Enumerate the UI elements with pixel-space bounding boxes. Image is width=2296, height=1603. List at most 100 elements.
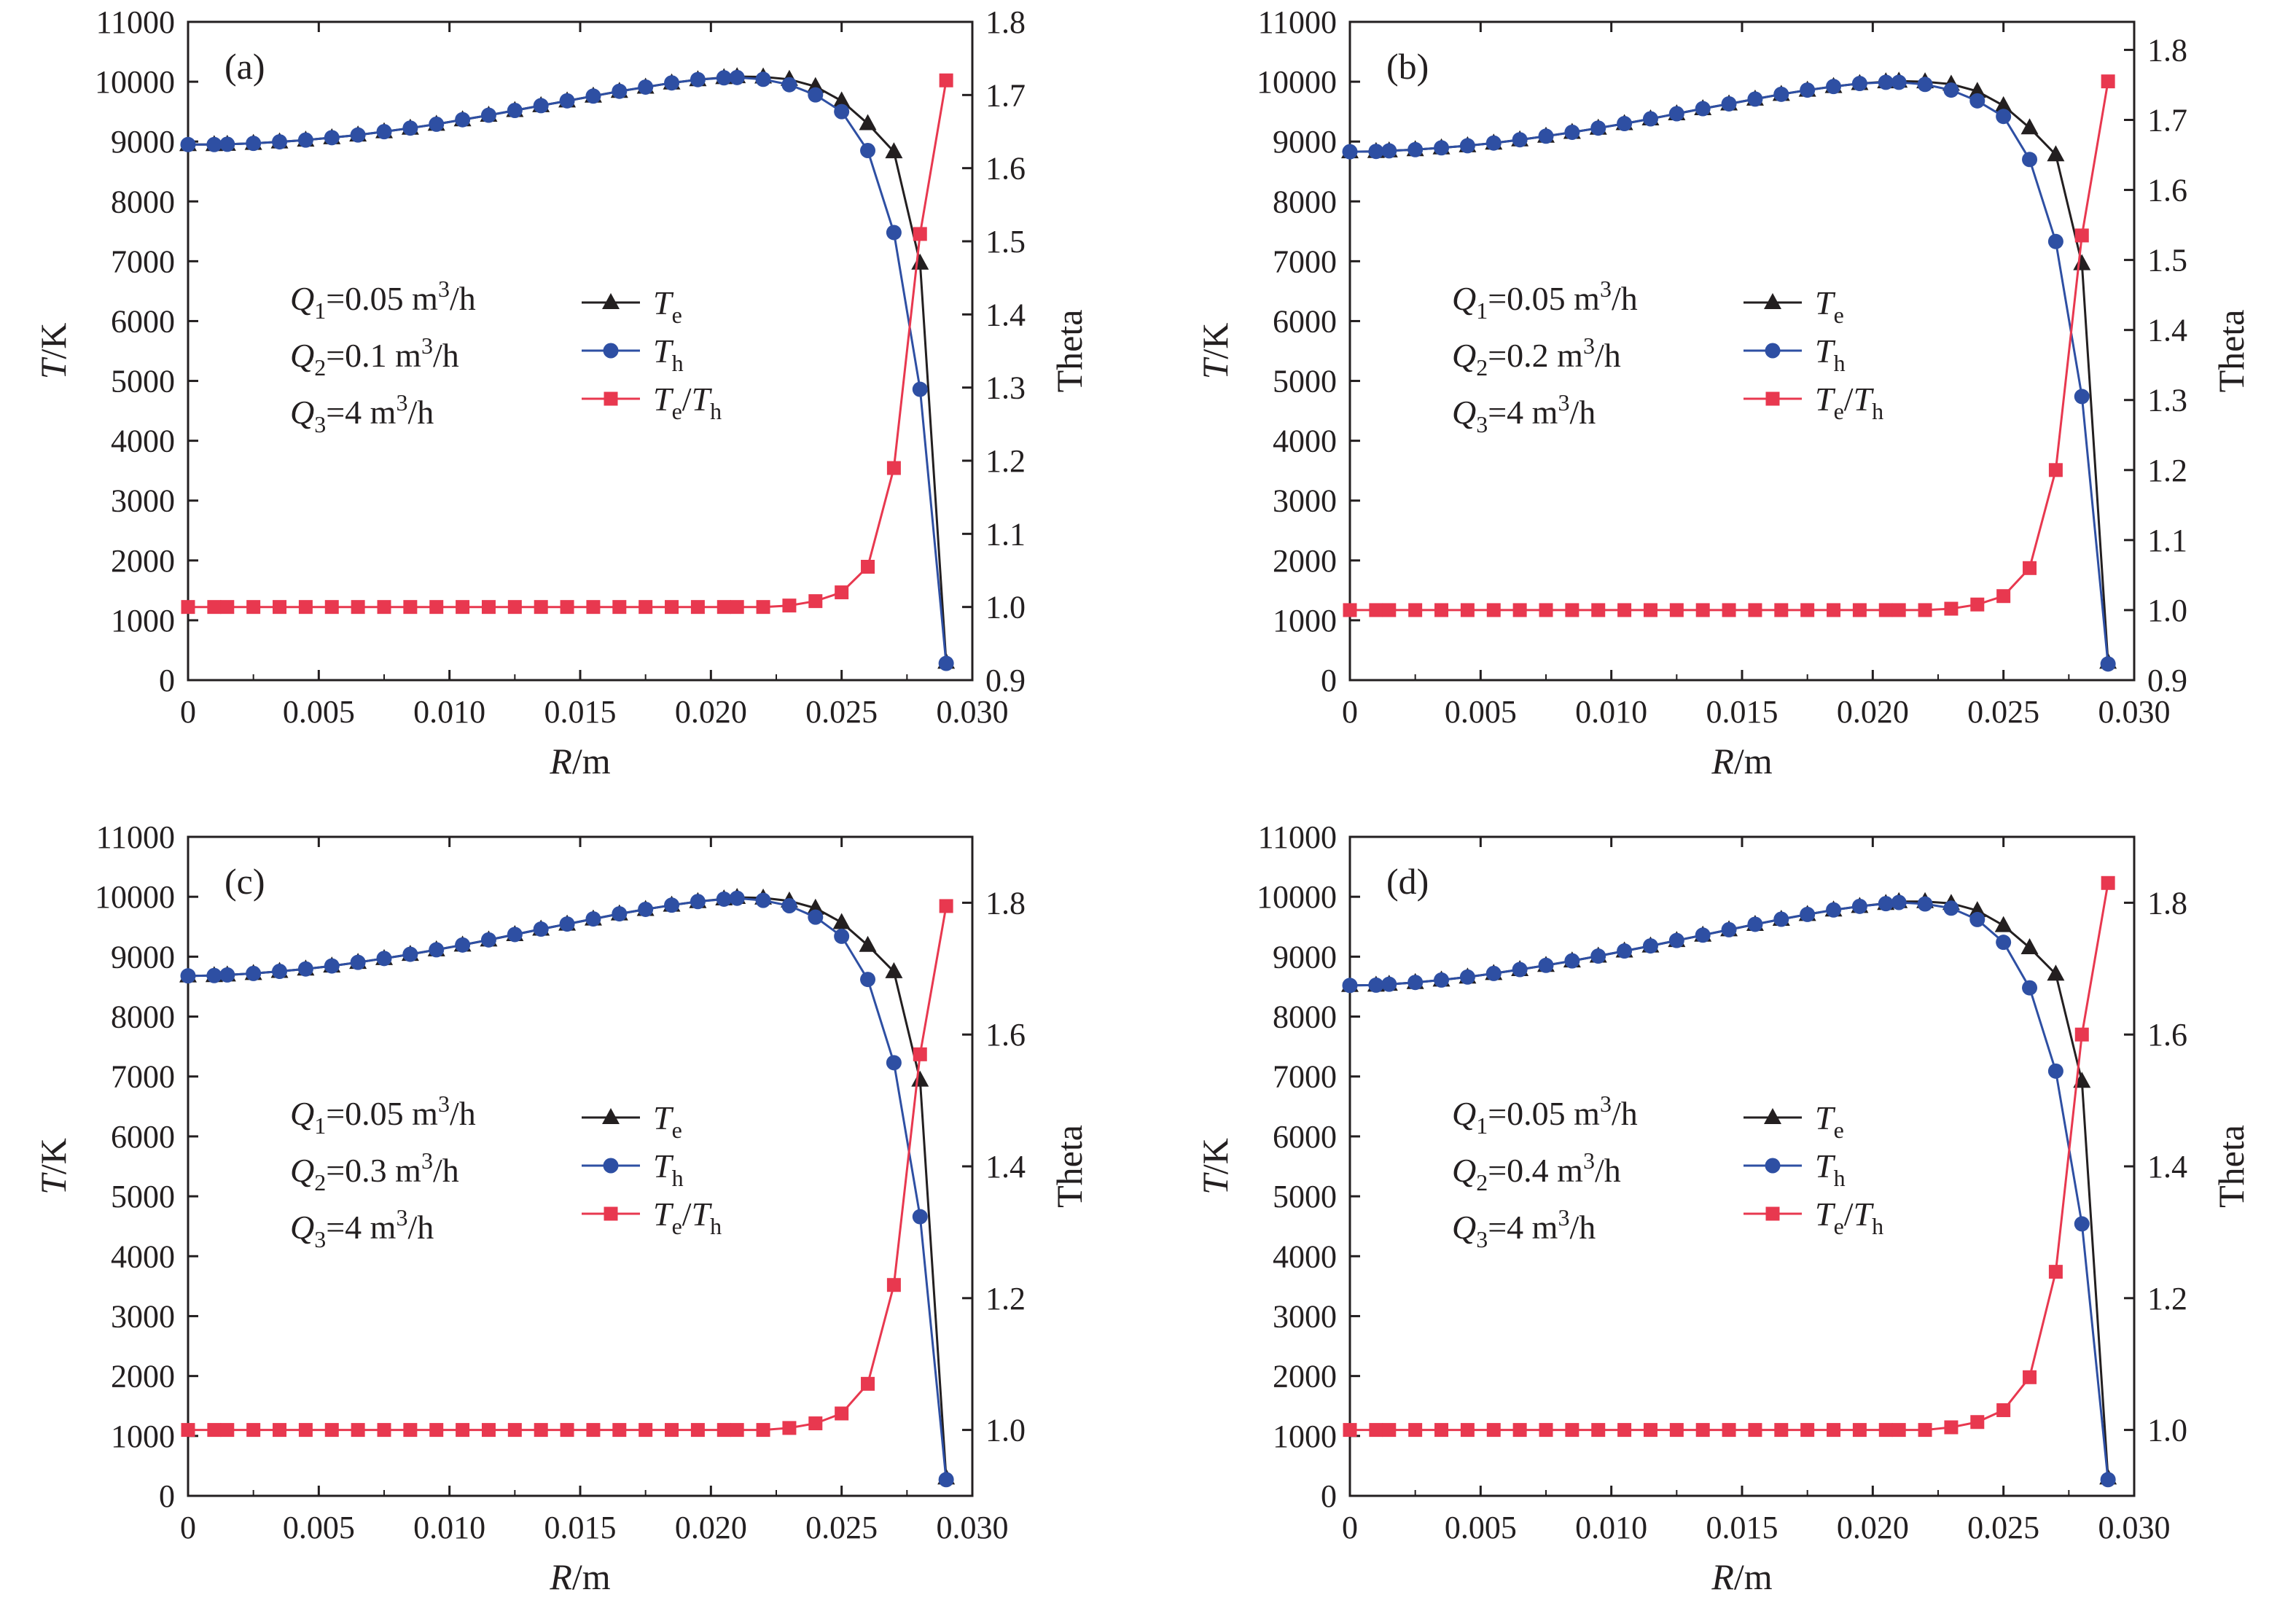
- data-point-th: [808, 87, 824, 103]
- data-point-ratio: [324, 600, 339, 615]
- data-point-te: [602, 1108, 620, 1124]
- legend-var: T: [653, 332, 674, 370]
- data-point-th: [1642, 938, 1658, 954]
- data-point-th: [1512, 132, 1528, 148]
- y2-tick-label: 1.3: [2147, 383, 2187, 418]
- data-point-ratio: [690, 1423, 705, 1438]
- data-point-ratio: [1996, 1403, 2011, 1417]
- x-axis-label: R/m: [549, 741, 610, 781]
- data-point-th: [2047, 233, 2063, 249]
- panel-label: (b): [1386, 46, 1429, 87]
- y-tick-label: 3000: [111, 483, 175, 519]
- condition-text: Q3=4 m3/h: [1452, 389, 1596, 437]
- x-axis-label-unit: /m: [1734, 1556, 1773, 1597]
- data-point-th: [272, 134, 288, 150]
- data-point-te: [832, 913, 851, 929]
- data-point-th: [1434, 972, 1450, 988]
- y-tick-label: 10000: [95, 64, 175, 100]
- y2-tick-label: 1.7: [985, 77, 1026, 113]
- data-point-ratio: [1695, 603, 1710, 617]
- x-tick-label: 0.025: [1967, 1510, 2039, 1545]
- legend-sub: e: [1834, 398, 1844, 424]
- y-tick-label: 5000: [1273, 1179, 1337, 1214]
- data-point-th: [402, 120, 418, 136]
- y-tick-label: 1000: [111, 1419, 175, 1454]
- data-point-th: [272, 963, 288, 979]
- data-point-ratio: [1878, 1423, 1893, 1438]
- legend-var: T: [653, 1196, 674, 1233]
- y2-tick-label: 1.1: [2147, 523, 2187, 558]
- x-tick-label: 0.010: [1575, 1510, 1647, 1545]
- data-point-th: [1800, 906, 1816, 922]
- legend-sub: h: [1834, 350, 1846, 376]
- condition-superscript: 3: [1583, 1147, 1595, 1174]
- data-point-th: [1407, 141, 1424, 157]
- legend-label: Te: [653, 1099, 682, 1143]
- data-point-te: [1764, 1108, 1781, 1124]
- data-point-th: [690, 894, 706, 910]
- data-point-th: [1943, 82, 1959, 98]
- data-point-th: [1996, 109, 2012, 125]
- y2-axis-label: Theta: [2211, 310, 2252, 393]
- data-point-th: [1721, 921, 1737, 937]
- x-axis-label: R/m: [1711, 1556, 1772, 1597]
- legend-var: T: [1815, 381, 1836, 418]
- legend-label: Te/Th: [653, 381, 722, 424]
- y2-tick-label: 1.4: [985, 1149, 1026, 1185]
- legend-sub: h: [1872, 1213, 1883, 1239]
- y-tick-label: 10000: [95, 879, 175, 915]
- data-point-te: [1764, 293, 1781, 309]
- y-tick-label: 8000: [1273, 999, 1337, 1035]
- x-tick-label: 0.015: [544, 694, 617, 730]
- data-point-th: [2100, 656, 2116, 672]
- data-point-th: [808, 909, 824, 925]
- data-point-ratio: [690, 600, 705, 615]
- condition-text: Q2=0.3 m3/h: [290, 1147, 459, 1196]
- data-point-ratio: [207, 600, 222, 615]
- y-tick-label: 6000: [111, 303, 175, 339]
- data-point-ratio: [1852, 1423, 1867, 1438]
- condition-quantity: Q: [290, 1209, 314, 1246]
- data-point-th: [1721, 95, 1737, 112]
- data-point-th: [603, 343, 619, 359]
- data-point-th: [1617, 943, 1633, 959]
- data-point-th: [912, 1209, 928, 1225]
- data-point-th: [664, 75, 680, 91]
- condition-unit: /h: [407, 1209, 434, 1246]
- legend-label: Th: [1815, 1147, 1846, 1191]
- data-point-ratio: [456, 600, 470, 615]
- y-axis-label-unit: /K: [1195, 1138, 1235, 1174]
- data-point-th: [716, 70, 732, 86]
- data-point-ratio: [181, 1423, 195, 1438]
- y-tick-label: 9000: [1273, 939, 1337, 975]
- x-tick-label: 0.020: [1837, 1510, 1909, 1545]
- data-point-ratio: [351, 1423, 365, 1438]
- data-point-th: [480, 107, 496, 123]
- data-point-ratio: [1539, 603, 1553, 617]
- data-point-te: [602, 293, 620, 309]
- data-point-ratio: [835, 585, 849, 600]
- data-point-ratio: [1852, 603, 1867, 617]
- data-point-ratio: [1617, 1423, 1632, 1438]
- panel-label: (d): [1386, 861, 1429, 902]
- data-point-ratio: [1944, 1420, 1959, 1435]
- x-tick-label: 0.005: [283, 694, 355, 730]
- data-point-ratio: [1918, 1423, 1932, 1438]
- data-point-th: [1342, 144, 1358, 160]
- series-group: [181, 73, 953, 615]
- data-point-ratio: [1512, 1423, 1527, 1438]
- data-point-te: [2073, 254, 2091, 270]
- data-point-ratio: [861, 1376, 875, 1391]
- y2-tick-label: 1.6: [2147, 173, 2187, 208]
- y-tick-label: 2000: [1273, 543, 1337, 579]
- data-point-te: [832, 91, 851, 108]
- condition-text: Q2=0.1 m3/h: [290, 332, 459, 381]
- y-tick-label: 5000: [111, 364, 175, 399]
- x-tick-label: 0.005: [283, 1510, 355, 1545]
- legend-sub: h: [710, 398, 722, 424]
- data-point-th: [1773, 86, 1789, 102]
- legend-var: T: [692, 1196, 713, 1233]
- data-point-te: [2047, 145, 2065, 162]
- data-point-th: [1342, 978, 1358, 994]
- y-tick-label: 5000: [111, 1179, 175, 1214]
